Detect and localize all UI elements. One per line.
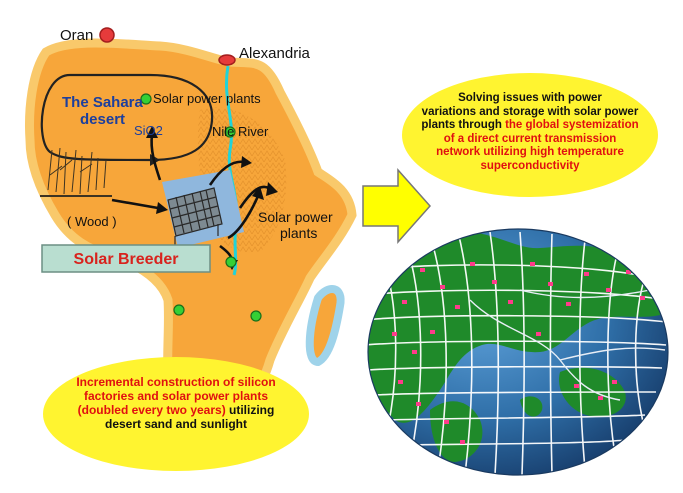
callout-bottom-bubble <box>43 357 309 471</box>
label-sio2: SiO2 <box>134 123 163 138</box>
callout-top-line2: variations and storage with solar power <box>421 105 639 118</box>
map-labels: Oran Alexandria Solar power plants Nile … <box>60 27 333 241</box>
solar-breeder-box: Solar Breeder <box>41 244 211 273</box>
callout-top-line5: network utilizing high temperature <box>436 146 624 159</box>
transmission-lines <box>469 289 666 401</box>
callout-top-line1: Solving issues with power <box>458 92 602 104</box>
callout-bottom-line4: desert sand and sunlight <box>104 417 248 432</box>
callout-top-bubble <box>402 73 658 197</box>
callout-top-line3: plants through the global systemization <box>404 119 656 133</box>
callout-top-line6: superconductivity <box>480 159 580 172</box>
callout-bottom-line3a: (doubled every two years) <box>77 403 226 418</box>
label-sahara-line1: The Sahara <box>62 94 144 111</box>
callout-top-line4: of a direct current transmission <box>443 132 617 145</box>
solar-plant-markers <box>140 93 262 322</box>
label-solar-plants-north: Solar power plants <box>153 91 261 106</box>
label-alexandria: Alexandria <box>239 45 311 62</box>
callout-top-line3a: plants through <box>421 119 506 132</box>
solar-plant-dot <box>173 304 185 316</box>
alexandria-marker <box>218 54 236 66</box>
callout-top-text: Solving issues with power variations and… <box>404 92 656 173</box>
oran-marker <box>99 27 115 43</box>
solar-plant-dot <box>140 93 152 105</box>
africa-map <box>25 27 357 428</box>
label-solar-plants-east-2: plants <box>280 225 317 241</box>
solar-plant-dot <box>250 310 262 322</box>
callout-bottom-line1: Incremental construction of silicon <box>76 375 276 389</box>
callout-top-line3b: the global systemization <box>505 119 639 132</box>
solar-breeder-label: Solar Breeder <box>74 251 179 268</box>
yellow-arrow <box>362 168 432 244</box>
globe-site-markers <box>384 262 645 444</box>
callout-bottom-line3b: utilizing <box>225 403 275 418</box>
wood-plants <box>40 147 112 197</box>
solar-plant-dot <box>225 256 237 268</box>
callout-bottom-line3: (doubled every two years) utilizing <box>54 403 298 417</box>
label-solar-plants-east-1: Solar power <box>258 209 333 225</box>
madagascar <box>305 285 345 367</box>
sahara-cycle-loop <box>40 73 214 162</box>
callout-bottom-text: Incremental construction of silicon fact… <box>54 375 298 432</box>
label-sahara-line2: desert <box>80 111 125 128</box>
solar-panel-array <box>167 187 223 246</box>
solar-plant-dot <box>224 126 236 138</box>
label-oran: Oran <box>60 27 93 44</box>
label-wood: ( Wood ) <box>67 214 117 229</box>
callout-bottom-line2: factories and solar power plants <box>83 389 269 404</box>
label-nile-river: Nile River <box>212 124 269 139</box>
globe <box>367 228 669 476</box>
